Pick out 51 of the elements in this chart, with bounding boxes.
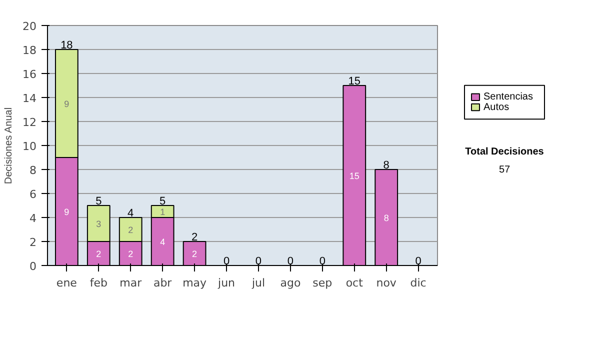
total-label: 0 xyxy=(415,256,422,268)
total-label: 15 xyxy=(348,76,361,88)
x-tick-label: abr xyxy=(153,276,172,290)
x-tick-label: nov xyxy=(376,276,397,290)
y-tick-label: 10 xyxy=(22,140,37,153)
total-label: 5 xyxy=(160,196,166,208)
data-label: 15 xyxy=(349,171,360,181)
total-label: 0 xyxy=(255,256,262,268)
data-label: 2 xyxy=(192,249,198,259)
total-label: 5 xyxy=(96,196,102,208)
x-tick-label: may xyxy=(182,276,208,290)
y-tick-label: 8 xyxy=(30,164,36,177)
x-tick-label: jun xyxy=(217,276,236,290)
data-label: 4 xyxy=(160,237,166,247)
x-tick-label: dic xyxy=(410,276,426,290)
data-label: 2 xyxy=(128,249,134,259)
y-tick-label: 14 xyxy=(22,92,37,105)
y-tick-label: 16 xyxy=(22,68,37,81)
x-tick-label: feb xyxy=(90,276,108,290)
total-label: 0 xyxy=(223,256,230,268)
data-label: 2 xyxy=(96,249,102,259)
data-label: 8 xyxy=(384,213,389,223)
legend-label: Autos xyxy=(484,102,510,113)
data-label: 2 xyxy=(128,225,134,235)
y-tick-label: 12 xyxy=(22,116,37,129)
text: 57 xyxy=(498,164,510,176)
y-axis-title: Decisiones Anual xyxy=(4,107,15,184)
data-label: 3 xyxy=(96,219,102,229)
x-tick-label: oct xyxy=(346,276,364,290)
legend-label: Sentencias xyxy=(484,92,533,103)
y-tick-label: 0 xyxy=(30,260,36,273)
total-label: 8 xyxy=(383,160,390,172)
x-tick-label: ene xyxy=(56,276,78,290)
data-label: 9 xyxy=(64,99,70,109)
y-tick-label: 2 xyxy=(30,236,36,249)
y-tick-label: 6 xyxy=(30,188,36,201)
x-tick-label: sep xyxy=(312,276,332,290)
total-label: 18 xyxy=(60,40,73,52)
y-tick-label: 20 xyxy=(22,20,37,33)
total-label: 2 xyxy=(191,232,198,244)
data-label: 1 xyxy=(160,207,166,217)
x-tick-label: ago xyxy=(280,276,301,290)
text: Total Decisiones xyxy=(465,146,544,158)
total-label: 0 xyxy=(287,256,294,268)
x-tick-label: jul xyxy=(250,276,266,290)
y-tick-label: 4 xyxy=(30,212,36,225)
x-tick-label: mar xyxy=(120,276,142,290)
y-tick-label: 18 xyxy=(22,44,37,57)
total-label: 0 xyxy=(319,256,326,268)
data-label: 9 xyxy=(64,207,70,217)
total-label: 4 xyxy=(128,208,134,220)
